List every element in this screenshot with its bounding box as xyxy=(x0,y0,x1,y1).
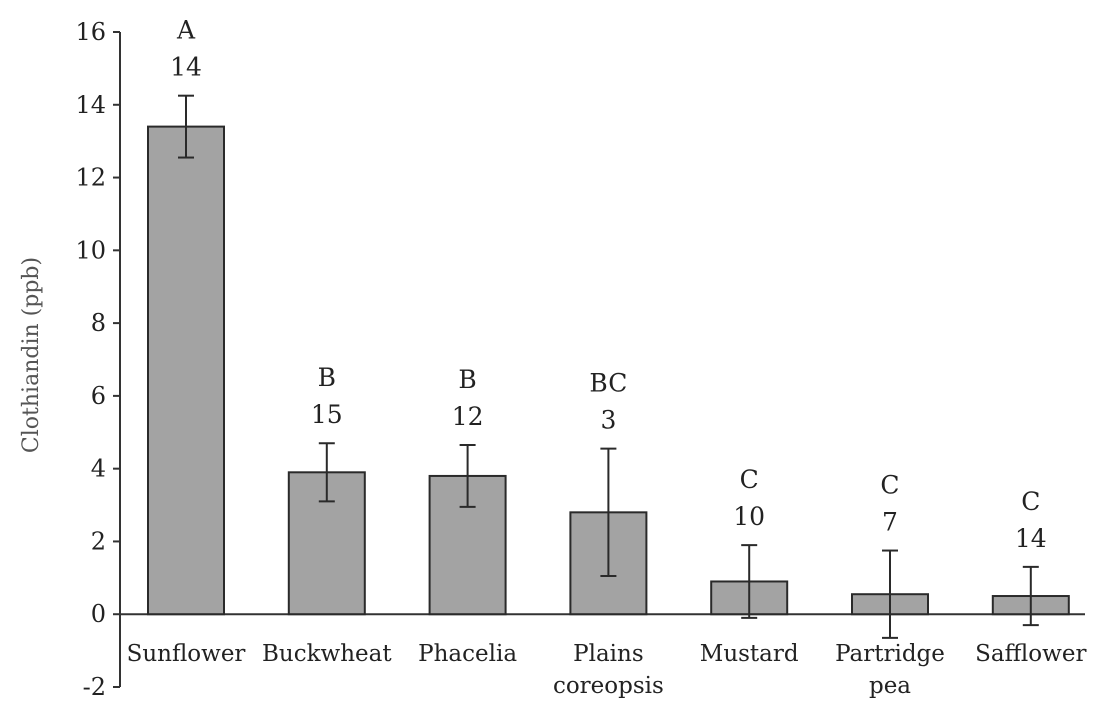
category-label: Partridge xyxy=(835,641,945,667)
y-tick-label: 14 xyxy=(75,91,106,119)
y-tick-label: 0 xyxy=(91,600,106,628)
category-label: Mustard xyxy=(700,641,799,667)
category-label: Safflower xyxy=(975,641,1086,667)
annotations: 14 A 15 B 12 B 3 BC 10 C 7 C 14 C xyxy=(170,16,1047,553)
error-bars xyxy=(178,94,1039,639)
significance-letter: C xyxy=(740,465,759,494)
category-label: Sunflower xyxy=(127,641,246,667)
category-label: Phacelia xyxy=(418,641,517,667)
y-tick-label: 4 xyxy=(91,455,106,483)
category-labels: Sunflower Buckwheat Phacelia Plains coreopsi… xyxy=(127,641,1087,699)
significance-letter: C xyxy=(1021,487,1040,516)
sample-size-label: 12 xyxy=(452,402,484,431)
significance-letter: BC xyxy=(589,369,627,398)
sample-size-label: 14 xyxy=(1015,524,1047,553)
sample-size-label: 14 xyxy=(170,53,202,82)
y-tick-label: 6 xyxy=(91,382,106,410)
category-label: Plains xyxy=(573,641,644,667)
sample-size-label: 7 xyxy=(882,508,898,537)
significance-letter: A xyxy=(176,16,196,45)
y-tick-label: -2 xyxy=(83,673,106,701)
y-tick-label: 12 xyxy=(75,164,106,192)
category-label: pea xyxy=(869,673,911,699)
y-tick-label: 16 xyxy=(75,18,106,46)
sample-size-label: 10 xyxy=(733,502,765,531)
significance-letter: B xyxy=(458,365,476,394)
sample-size-label: 3 xyxy=(600,406,616,435)
significance-letter: C xyxy=(880,471,899,500)
y-tick-label: 8 xyxy=(91,309,106,337)
y-axis-title: Clothiandin (ppb) xyxy=(19,257,44,453)
significance-letter: B xyxy=(318,363,336,392)
category-label: coreopsis xyxy=(553,673,664,699)
y-tick-label: 10 xyxy=(75,236,106,264)
y-tick-label: 2 xyxy=(91,527,106,555)
sample-size-label: 15 xyxy=(311,400,343,429)
category-label: Buckwheat xyxy=(262,641,392,667)
bar xyxy=(147,125,225,616)
